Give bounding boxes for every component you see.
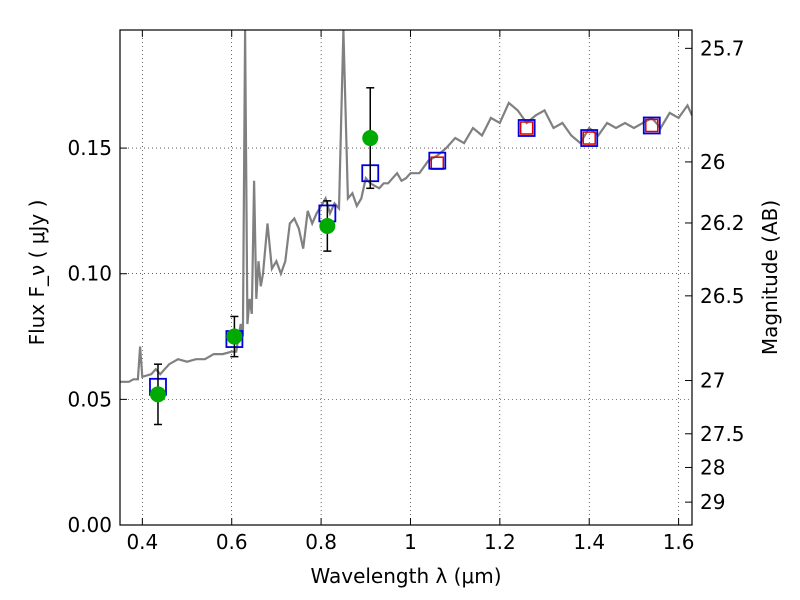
data-points (149, 87, 661, 426)
y2-tick-label: 25.7 (700, 36, 745, 60)
x-tick-label: 0.4 (126, 530, 158, 554)
y-tick-label: 0.05 (67, 387, 112, 411)
y2-tick-label: 27 (700, 369, 725, 393)
model-red-square (582, 131, 596, 145)
template-spectrum-line (120, 30, 692, 383)
x-tick-label: 1 (404, 530, 417, 554)
y-tick-label: 0.15 (67, 136, 112, 160)
observed-point (362, 130, 379, 147)
y-tick-label: 0.10 (67, 262, 112, 286)
template-spectrum (120, 30, 692, 383)
observed-point (149, 386, 166, 403)
y2-tick-label: 26 (700, 150, 725, 174)
model-blue-square (428, 151, 447, 170)
x-tick-label: 1.4 (573, 530, 605, 554)
model-red-square (645, 118, 659, 133)
axis-ticks: 0.4 0.6 0.8 1 1.2 1.4 1.6 0.00 0.05 0.10 0.15 25.7 2… (67, 30, 745, 554)
y2-tick-label: 27.5 (700, 422, 745, 446)
observed-point (319, 217, 336, 234)
model-blue-square (517, 119, 536, 137)
model-blue-square (580, 129, 599, 147)
observed-point (226, 328, 243, 345)
plot-frame (119, 29, 693, 526)
x-tick-label: 1.2 (484, 530, 516, 554)
x-axis-label: Wavelength λ (μm) (310, 564, 501, 588)
x-tick-label: 0.8 (305, 530, 337, 554)
x-tick-label: 1.6 (663, 530, 695, 554)
y-axis-label: Flux F_ν ( μJy ) (25, 200, 49, 346)
x-tick-label: 0.6 (216, 530, 248, 554)
y2-tick-label: 29 (700, 490, 725, 514)
model-blue-square (642, 116, 661, 135)
y2-tick-label: 28 (700, 455, 725, 479)
y2-tick-label: 26.5 (700, 284, 745, 308)
y2-axis-label: Magnitude (AB) (758, 200, 782, 355)
model-red-square (519, 121, 534, 135)
y2-tick-label: 26.2 (700, 211, 745, 235)
y-tick-label: 0.00 (67, 513, 112, 537)
grid (120, 30, 692, 525)
